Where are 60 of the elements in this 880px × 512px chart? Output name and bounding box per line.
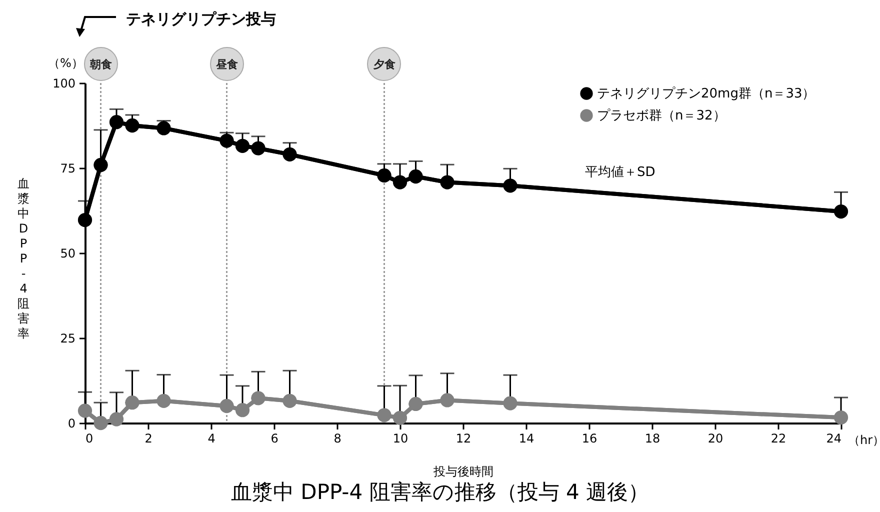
text: （hr）	[848, 432, 880, 449]
point	[78, 212, 92, 228]
point	[392, 410, 408, 425]
x-tick-label: 12	[456, 432, 472, 446]
text: （%）	[48, 55, 84, 72]
x-tick-label: 6	[270, 432, 278, 446]
x-tick-label: 14	[518, 432, 534, 446]
point	[125, 396, 140, 410]
y-tick-label: 100	[52, 76, 76, 90]
x-tick-label: 22	[770, 432, 786, 446]
y-tick-label: 0	[68, 416, 76, 430]
annotation: 平均値＋SD	[585, 164, 656, 181]
y-tick-label: 75	[60, 162, 76, 176]
point	[408, 169, 423, 184]
point	[282, 147, 297, 162]
point	[503, 178, 518, 193]
x-tick-label: 24	[826, 432, 842, 446]
point	[235, 403, 250, 418]
x-tick-label: 16	[582, 432, 598, 446]
point	[94, 158, 108, 172]
x-tick-label: 0	[86, 432, 94, 446]
point	[220, 398, 234, 414]
x-tick-label: 4	[208, 432, 216, 446]
point	[109, 412, 124, 426]
point	[503, 396, 518, 410]
x-axis-title: 投与後時間	[432, 464, 494, 478]
point	[834, 204, 848, 219]
point	[220, 134, 234, 148]
x-tick-label: 8	[334, 432, 342, 446]
point	[282, 394, 297, 408]
ref-line-label: 夕食	[372, 57, 396, 72]
point	[251, 141, 266, 156]
y-tick-label: 50	[60, 246, 76, 260]
point	[440, 393, 454, 408]
point	[156, 121, 171, 136]
x-tick-label: 20	[708, 432, 724, 446]
text: 血漿中 DPP-4 阻害率の推移（投与 4 週後）	[230, 479, 650, 506]
point	[78, 404, 92, 418]
point	[834, 410, 848, 425]
legend-label: プラセボ群（n＝32）	[597, 108, 726, 124]
ref-line-label: 昼食	[214, 57, 239, 72]
point	[94, 416, 108, 430]
point	[156, 394, 171, 408]
point	[377, 168, 392, 183]
x-tick-label: 10	[392, 432, 408, 446]
point	[251, 391, 266, 406]
text: テネリグリプチン投与	[126, 10, 276, 29]
point	[440, 175, 454, 190]
point	[235, 138, 250, 153]
point	[125, 118, 140, 133]
x-tick-label: 18	[644, 432, 660, 446]
text: 血漿中DPP-4阻害率	[18, 176, 30, 340]
point	[408, 396, 423, 412]
x-tick-label: 2	[144, 432, 152, 446]
point	[109, 115, 124, 130]
y-tick-label: 25	[60, 332, 76, 346]
point	[392, 175, 408, 190]
legend-label: テネリグリプチン20mg群（n＝33）	[597, 86, 816, 102]
ref-line-label: 朝食	[88, 57, 113, 72]
point	[377, 408, 392, 422]
